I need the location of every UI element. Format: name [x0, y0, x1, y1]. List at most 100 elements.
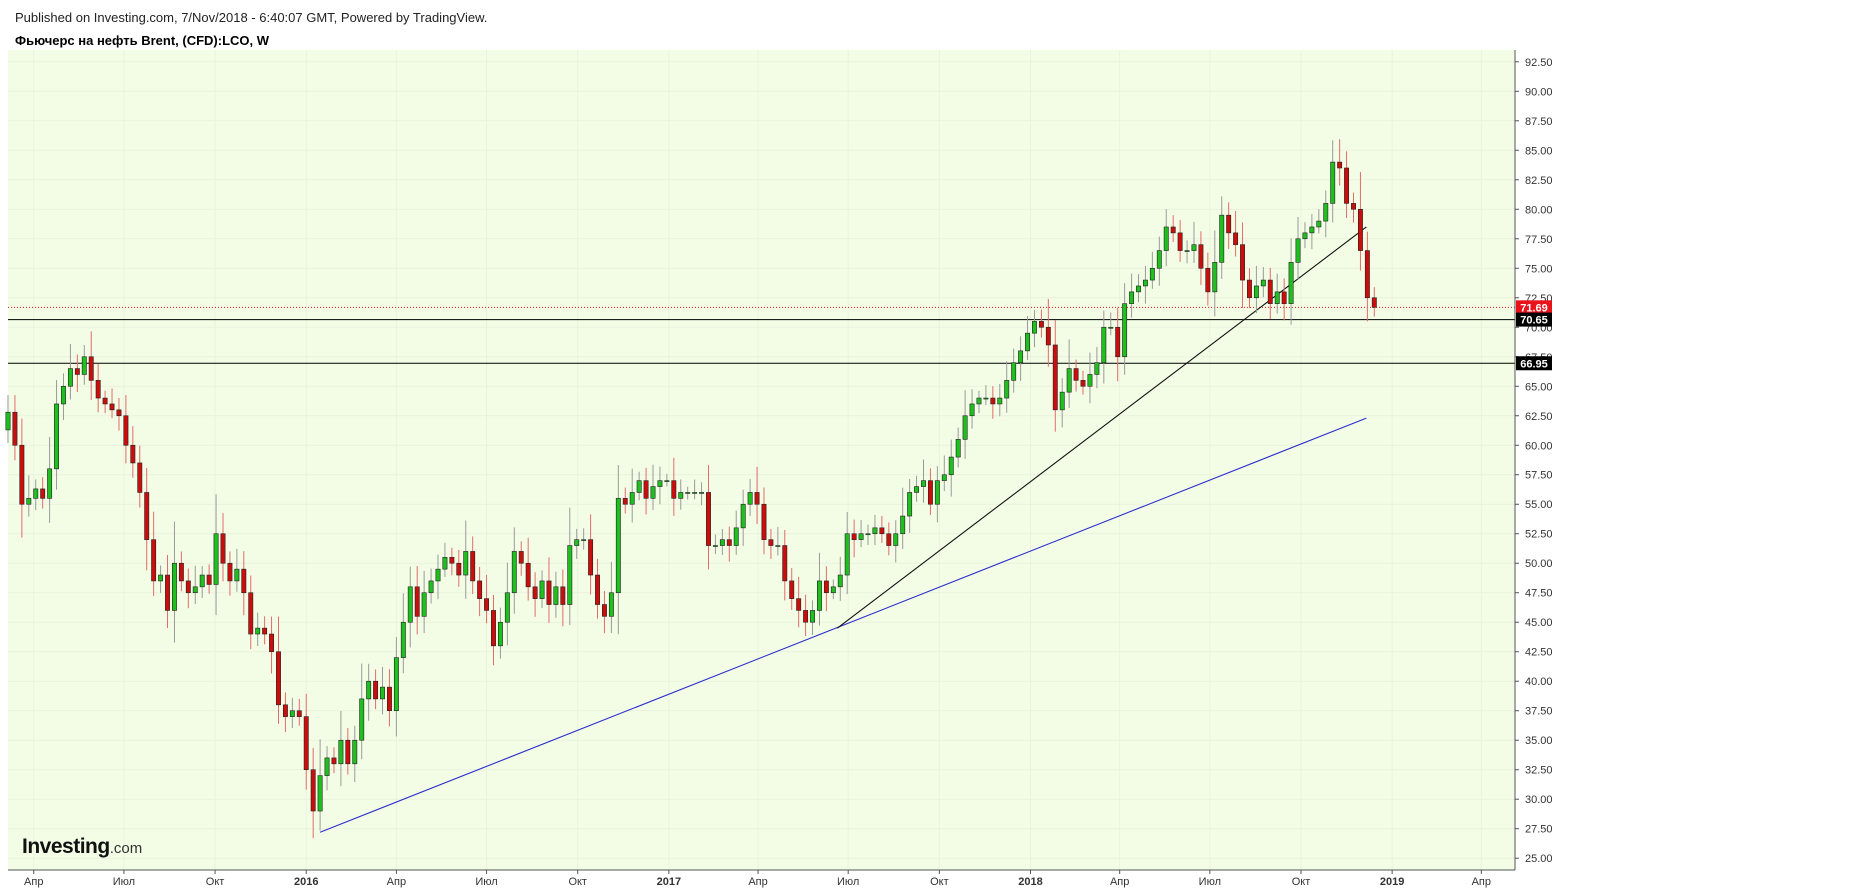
price-axis[interactable]: 25.00 27.50 30.00 32.50 35.00 37.50 40.00 42.50… [1515, 57, 1553, 865]
candle [1004, 361, 1010, 413]
candle [144, 467, 150, 571]
candle-body [817, 580, 822, 611]
y-tick-label: 27.50 [1525, 824, 1553, 836]
x-tick-label: Окт [568, 876, 587, 888]
candle-body [310, 769, 316, 812]
candle [796, 576, 802, 628]
candle [893, 520, 899, 563]
candle [61, 373, 66, 421]
candle-body [712, 545, 718, 547]
time-axis[interactable]: Апр Июл Окт 2016 Апр Июл Окт 2017 Апр Июл Окт 2018 А… [24, 870, 1491, 888]
x-tick-label: Июл [475, 876, 497, 888]
candle-body [1032, 321, 1037, 334]
candle-body [1073, 368, 1079, 381]
y-tick-label: 90.00 [1525, 86, 1553, 98]
candle-body [990, 397, 996, 405]
candle-body [1260, 279, 1266, 287]
candle-body [886, 533, 892, 546]
candle-body [1045, 326, 1051, 346]
candle [706, 465, 711, 570]
y-tick-label: 62.50 [1525, 411, 1553, 423]
candle [1371, 287, 1377, 317]
candle [47, 437, 53, 523]
x-tick-label: Апр [1110, 876, 1129, 888]
candle [1253, 265, 1259, 314]
y-tick-label: 57.50 [1525, 470, 1553, 482]
candle [276, 616, 281, 724]
candle-body [567, 545, 573, 605]
candle-body [1337, 161, 1343, 169]
candle-body [1129, 291, 1135, 304]
candle-body [768, 539, 774, 546]
y-tick-label: 30.00 [1525, 794, 1553, 806]
candle-body [997, 397, 1003, 405]
y-tick-label: 92.50 [1525, 57, 1553, 69]
candle [532, 572, 538, 617]
candle-body [1059, 391, 1065, 411]
candle [1267, 267, 1273, 320]
y-tick-label: 42.50 [1525, 647, 1553, 659]
candle [685, 486, 691, 500]
candle [248, 575, 254, 650]
candle [282, 692, 288, 733]
candle [879, 515, 885, 543]
y-tick-label: 85.00 [1525, 145, 1553, 157]
candle [775, 527, 781, 556]
y-tick-label: 35.00 [1525, 735, 1553, 747]
candle [366, 663, 372, 721]
candle [477, 566, 483, 617]
y-tick-label: 32.50 [1525, 765, 1553, 777]
candle-body [33, 488, 39, 499]
candle [449, 547, 455, 576]
candle [636, 471, 642, 501]
candle [1122, 283, 1128, 375]
candle-body [615, 498, 621, 594]
candle [19, 418, 25, 538]
candle [608, 561, 614, 634]
candle [484, 574, 490, 624]
candle-body [289, 710, 295, 717]
candle [199, 566, 205, 599]
candle-body [1309, 226, 1315, 234]
candle-body [414, 586, 420, 617]
candle-body [1371, 297, 1377, 308]
candle-body [685, 492, 691, 494]
candle-body [1253, 285, 1259, 299]
candle [629, 468, 635, 523]
candle-body [796, 598, 802, 611]
candle [1136, 274, 1141, 303]
candle-body [1018, 350, 1024, 363]
candle-body [67, 368, 73, 387]
candle [241, 551, 247, 616]
candle [220, 513, 226, 582]
candle [830, 579, 836, 600]
candle [1108, 312, 1114, 336]
candle-body [5, 411, 11, 431]
candle [1302, 222, 1308, 249]
candle-body [602, 604, 607, 617]
investing-logo: Investing.com [22, 835, 142, 859]
candle-body [553, 586, 559, 605]
candle [303, 693, 309, 790]
candle [26, 475, 32, 517]
candle [296, 698, 302, 726]
candle [310, 747, 316, 839]
candle-body [1052, 344, 1058, 411]
candle [851, 519, 857, 558]
candle [560, 569, 566, 627]
candle-body [255, 627, 261, 635]
candle [435, 554, 441, 600]
candle [525, 537, 531, 601]
candle-body [303, 716, 309, 771]
candle-body [1038, 321, 1044, 328]
x-tick-label: Апр [748, 876, 767, 888]
candle [387, 669, 392, 727]
candle [1212, 230, 1218, 317]
candle-body [789, 580, 795, 599]
candle [54, 380, 59, 490]
candle [151, 511, 157, 597]
candle-body [213, 533, 219, 585]
candle-body [234, 568, 240, 582]
candle [1038, 309, 1044, 338]
